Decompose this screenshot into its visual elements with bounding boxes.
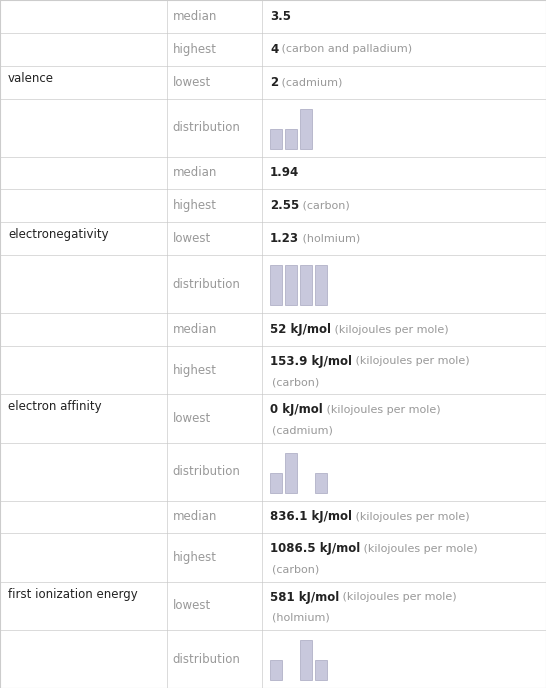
Text: 4: 4 <box>270 43 278 56</box>
Text: median: median <box>173 166 217 180</box>
Text: distribution: distribution <box>173 652 240 665</box>
Bar <box>270 129 282 149</box>
Bar <box>315 265 327 305</box>
Text: 52 kJ/mol: 52 kJ/mol <box>270 323 331 336</box>
Text: (cadmium): (cadmium) <box>278 77 342 87</box>
Text: 1.23: 1.23 <box>270 232 299 245</box>
Bar <box>270 660 282 680</box>
Text: (kilojoules per mole): (kilojoules per mole) <box>331 325 449 334</box>
Text: (kilojoules per mole): (kilojoules per mole) <box>323 405 441 415</box>
Text: 2.55: 2.55 <box>270 200 299 213</box>
Bar <box>285 453 297 493</box>
Bar <box>300 109 312 149</box>
Text: (carbon): (carbon) <box>272 377 319 387</box>
Text: median: median <box>173 10 217 23</box>
Text: lowest: lowest <box>173 412 211 425</box>
Text: highest: highest <box>173 43 217 56</box>
Text: (kilojoules per mole): (kilojoules per mole) <box>339 592 457 602</box>
Bar <box>270 265 282 305</box>
Text: (kilojoules per mole): (kilojoules per mole) <box>360 544 478 554</box>
Text: lowest: lowest <box>173 76 211 89</box>
Text: lowest: lowest <box>173 599 211 612</box>
Text: (carbon and palladium): (carbon and palladium) <box>278 44 412 54</box>
Bar <box>270 473 282 493</box>
Text: distribution: distribution <box>173 121 240 134</box>
Text: (kilojoules per mole): (kilojoules per mole) <box>352 356 470 367</box>
Text: (carbon): (carbon) <box>299 201 350 211</box>
Bar <box>285 129 297 149</box>
Text: 581 kJ/mol: 581 kJ/mol <box>270 591 339 603</box>
Text: highest: highest <box>173 200 217 213</box>
Text: 1.94: 1.94 <box>270 166 299 180</box>
Text: 153.9 kJ/mol: 153.9 kJ/mol <box>270 355 352 368</box>
Text: (kilojoules per mole): (kilojoules per mole) <box>352 512 470 522</box>
Text: 1086.5 kJ/mol: 1086.5 kJ/mol <box>270 542 360 555</box>
Text: (cadmium): (cadmium) <box>272 425 333 436</box>
Text: 0 kJ/mol: 0 kJ/mol <box>270 403 323 416</box>
Text: 2: 2 <box>270 76 278 89</box>
Text: median: median <box>173 510 217 524</box>
Text: (holmium): (holmium) <box>299 234 360 244</box>
Text: 3.5: 3.5 <box>270 10 291 23</box>
Text: distribution: distribution <box>173 465 240 478</box>
Text: first ionization energy: first ionization energy <box>8 588 138 601</box>
Text: (carbon): (carbon) <box>272 565 319 574</box>
Bar <box>285 265 297 305</box>
Text: distribution: distribution <box>173 277 240 290</box>
Text: highest: highest <box>173 551 217 564</box>
Text: (holmium): (holmium) <box>272 613 330 623</box>
Text: electron affinity: electron affinity <box>8 400 102 413</box>
Text: median: median <box>173 323 217 336</box>
Text: electronegativity: electronegativity <box>8 228 109 241</box>
Bar <box>315 660 327 680</box>
Text: highest: highest <box>173 363 217 376</box>
Text: lowest: lowest <box>173 232 211 245</box>
Bar <box>315 473 327 493</box>
Bar <box>300 265 312 305</box>
Text: valence: valence <box>8 72 54 85</box>
Bar <box>300 640 312 680</box>
Text: 836.1 kJ/mol: 836.1 kJ/mol <box>270 510 352 524</box>
